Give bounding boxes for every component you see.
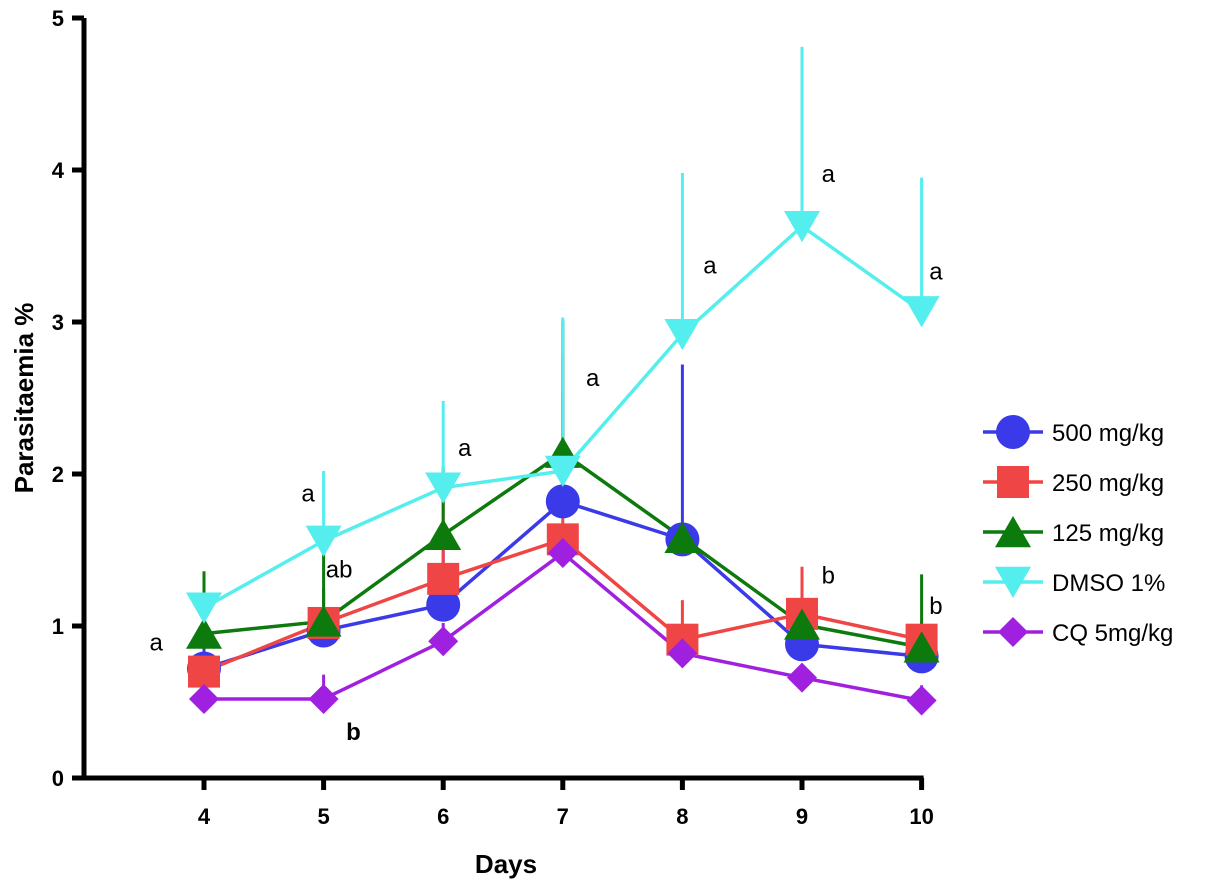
point-cq-5mg-kg — [787, 662, 817, 693]
point-125-mg-kg — [903, 631, 940, 663]
x-tick-label: 4 — [198, 804, 211, 829]
legend-item-125-mg-kg: 125 mg/kg — [983, 516, 1164, 548]
y-tick-label: 1 — [52, 614, 64, 639]
point-cq-5mg-kg — [667, 638, 698, 669]
legend-item-500-mg-kg: 500 mg/kg — [983, 415, 1164, 449]
legend-marker — [997, 466, 1029, 498]
legend-label: 500 mg/kg — [1052, 420, 1164, 447]
x-tick-label: 10 — [909, 804, 933, 829]
point-125-mg-kg — [305, 605, 342, 637]
point-dmso-1 — [544, 455, 581, 487]
significance-letter: a — [703, 252, 717, 279]
axes: 0 1 2 3 4 5 4 5 6 7 8 9 10 Days Parasitaemia % — [9, 6, 934, 879]
significance-letter: b — [822, 562, 835, 589]
significance-letter: b — [929, 593, 942, 620]
x-tick-label: 7 — [557, 804, 569, 829]
point-250-mg-kg — [188, 655, 220, 688]
point-dmso-1 — [305, 525, 342, 557]
significance-letter: a — [822, 161, 836, 188]
point-125-mg-kg — [664, 521, 701, 554]
legend-item-250-mg-kg: 250 mg/kg — [983, 466, 1164, 498]
legend-label: CQ 5mg/kg — [1052, 620, 1173, 647]
significance-letter: a — [149, 629, 163, 656]
legend-item-dmso-1: DMSO 1% — [983, 566, 1165, 598]
point-250-mg-kg — [427, 562, 460, 595]
point-cq-5mg-kg — [308, 683, 339, 714]
point-dmso-1 — [186, 592, 222, 624]
x-tick-label: 5 — [317, 804, 329, 829]
significance-letter: a — [301, 480, 315, 507]
point-dmso-1 — [903, 296, 940, 328]
x-tick-label: 6 — [437, 804, 449, 829]
point-cq-5mg-kg — [906, 685, 937, 716]
y-tick-label: 2 — [52, 462, 64, 487]
legend-marker — [995, 566, 1031, 598]
significance-letter: ab — [326, 556, 353, 583]
x-tick-label: 9 — [796, 804, 808, 829]
point-dmso-1 — [664, 318, 701, 351]
legend-marker — [996, 415, 1030, 449]
y-tick-label: 4 — [52, 158, 65, 183]
y-tick-label: 3 — [52, 310, 64, 335]
legend-label: 125 mg/kg — [1052, 520, 1164, 547]
legend-marker — [995, 516, 1031, 548]
point-dmso-1 — [784, 211, 820, 243]
point-125-mg-kg — [784, 608, 820, 640]
point-cq-5mg-kg — [547, 538, 578, 569]
legend-label: 250 mg/kg — [1052, 470, 1164, 497]
point-125-mg-kg — [186, 617, 222, 649]
point-dmso-1 — [425, 472, 462, 504]
point-500-mg-kg — [545, 484, 580, 519]
y-tick-label: 5 — [52, 6, 64, 31]
point-cq-5mg-kg — [428, 626, 459, 657]
point-cq-5mg-kg — [189, 683, 219, 714]
significance-letter: a — [586, 365, 600, 392]
x-tick-label: 8 — [676, 804, 688, 829]
legend-item-cq-5mg-kg: CQ 5mg/kg — [983, 617, 1173, 647]
y-axis-title: Parasitaemia % — [9, 303, 39, 494]
y-tick-label: 0 — [52, 766, 64, 791]
legend: 500 mg/kg 250 mg/kg 125 mg/kg DMSO 1% CQ 5mg… — [983, 415, 1173, 647]
series-markers — [186, 211, 940, 716]
point-500-mg-kg — [426, 587, 461, 622]
significance-letter: a — [929, 258, 943, 285]
point-125-mg-kg — [425, 518, 462, 550]
significance-letter: b — [346, 719, 361, 746]
legend-marker — [998, 617, 1028, 647]
significance-letter: a — [458, 435, 472, 462]
x-axis-title: Days — [475, 849, 537, 879]
legend-label: DMSO 1% — [1052, 570, 1165, 597]
